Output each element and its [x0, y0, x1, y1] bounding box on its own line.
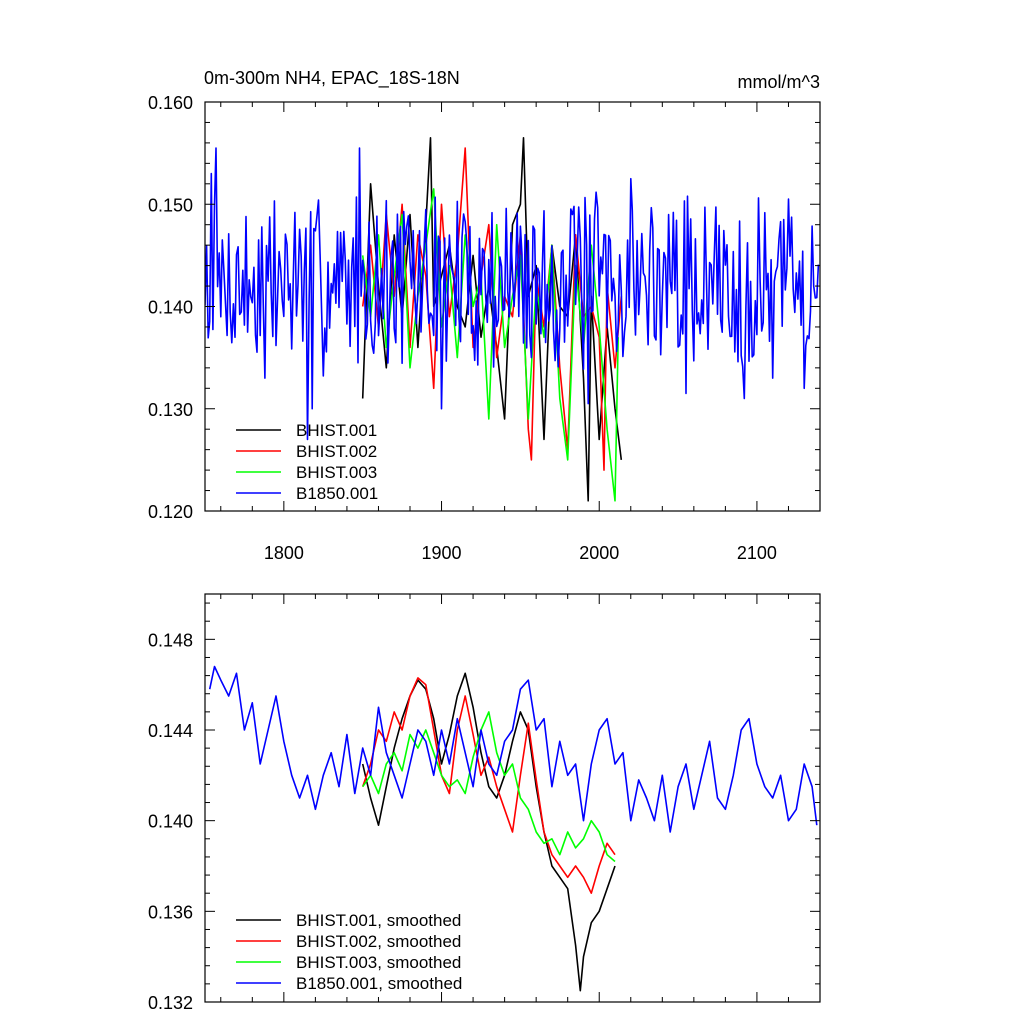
top-axes: 0.120 0.130 0.140 0.150 0.160 1800 1900 2000 210… — [148, 93, 821, 563]
top-series-group — [205, 137, 820, 502]
legend-label: BHIST.002, smoothed — [296, 932, 461, 951]
bottom-axes: 0.132 0.136 0.140 0.144 0.148 — [148, 593, 821, 1013]
top-panel-title: 0m-300m NH4, EPAC_18S-18N — [204, 68, 460, 89]
y-tick-label: 0.150 — [148, 195, 193, 215]
series-line-bhist-002 — [361, 147, 623, 471]
legend-label: BHIST.001, smoothed — [296, 911, 461, 930]
y-tick-label: 0.148 — [148, 630, 193, 650]
y-tick-label: 0.160 — [148, 93, 193, 113]
series-line-bhist-002-smoothed — [361, 677, 616, 895]
x-tick-label: 1900 — [422, 543, 462, 563]
legend-label: B1850.001, smoothed — [296, 974, 462, 993]
series-line-bhist-001-smoothed — [361, 672, 616, 992]
y-tick-label: 0.132 — [148, 993, 193, 1013]
bottom-panel: 0.132 0.136 0.140 0.144 0.148 BHIST.001, smo… — [148, 593, 821, 1013]
legend-label: BHIST.002 — [296, 442, 377, 461]
x-tick-label: 2000 — [579, 543, 619, 563]
y-tick-label: 0.120 — [148, 502, 193, 522]
y-tick-label: 0.136 — [148, 902, 193, 922]
top-panel-units: mmol/m^3 — [738, 72, 820, 92]
top-panel: 0m-300m NH4, EPAC_18S-18N mmol/m^3 0.120… — [148, 68, 821, 563]
y-tick-label: 0.140 — [148, 812, 193, 832]
legend-label: BHIST.003 — [296, 463, 377, 482]
bottom-legend: BHIST.001, smoothed BHIST.002, smoothed BH… — [236, 911, 462, 993]
y-tick-label: 0.144 — [148, 721, 193, 741]
legend-label: BHIST.001 — [296, 421, 377, 440]
y-tick-label: 0.140 — [148, 298, 193, 318]
legend-label: B1850.001 — [296, 484, 378, 503]
bottom-series-group — [208, 665, 818, 992]
x-tick-label: 2100 — [737, 543, 777, 563]
x-tick-label: 1800 — [264, 543, 304, 563]
series-line-b1850-001 — [205, 147, 820, 441]
plot-frame — [204, 593, 821, 1003]
series-line-b1850-001-smoothed — [208, 665, 818, 833]
top-legend: BHIST.001 BHIST.002 BHIST.003 B1850.001 — [236, 421, 378, 503]
legend-label: BHIST.003, smoothed — [296, 953, 461, 972]
y-tick-label: 0.130 — [148, 400, 193, 420]
series-line-bhist-003-smoothed — [362, 711, 616, 863]
